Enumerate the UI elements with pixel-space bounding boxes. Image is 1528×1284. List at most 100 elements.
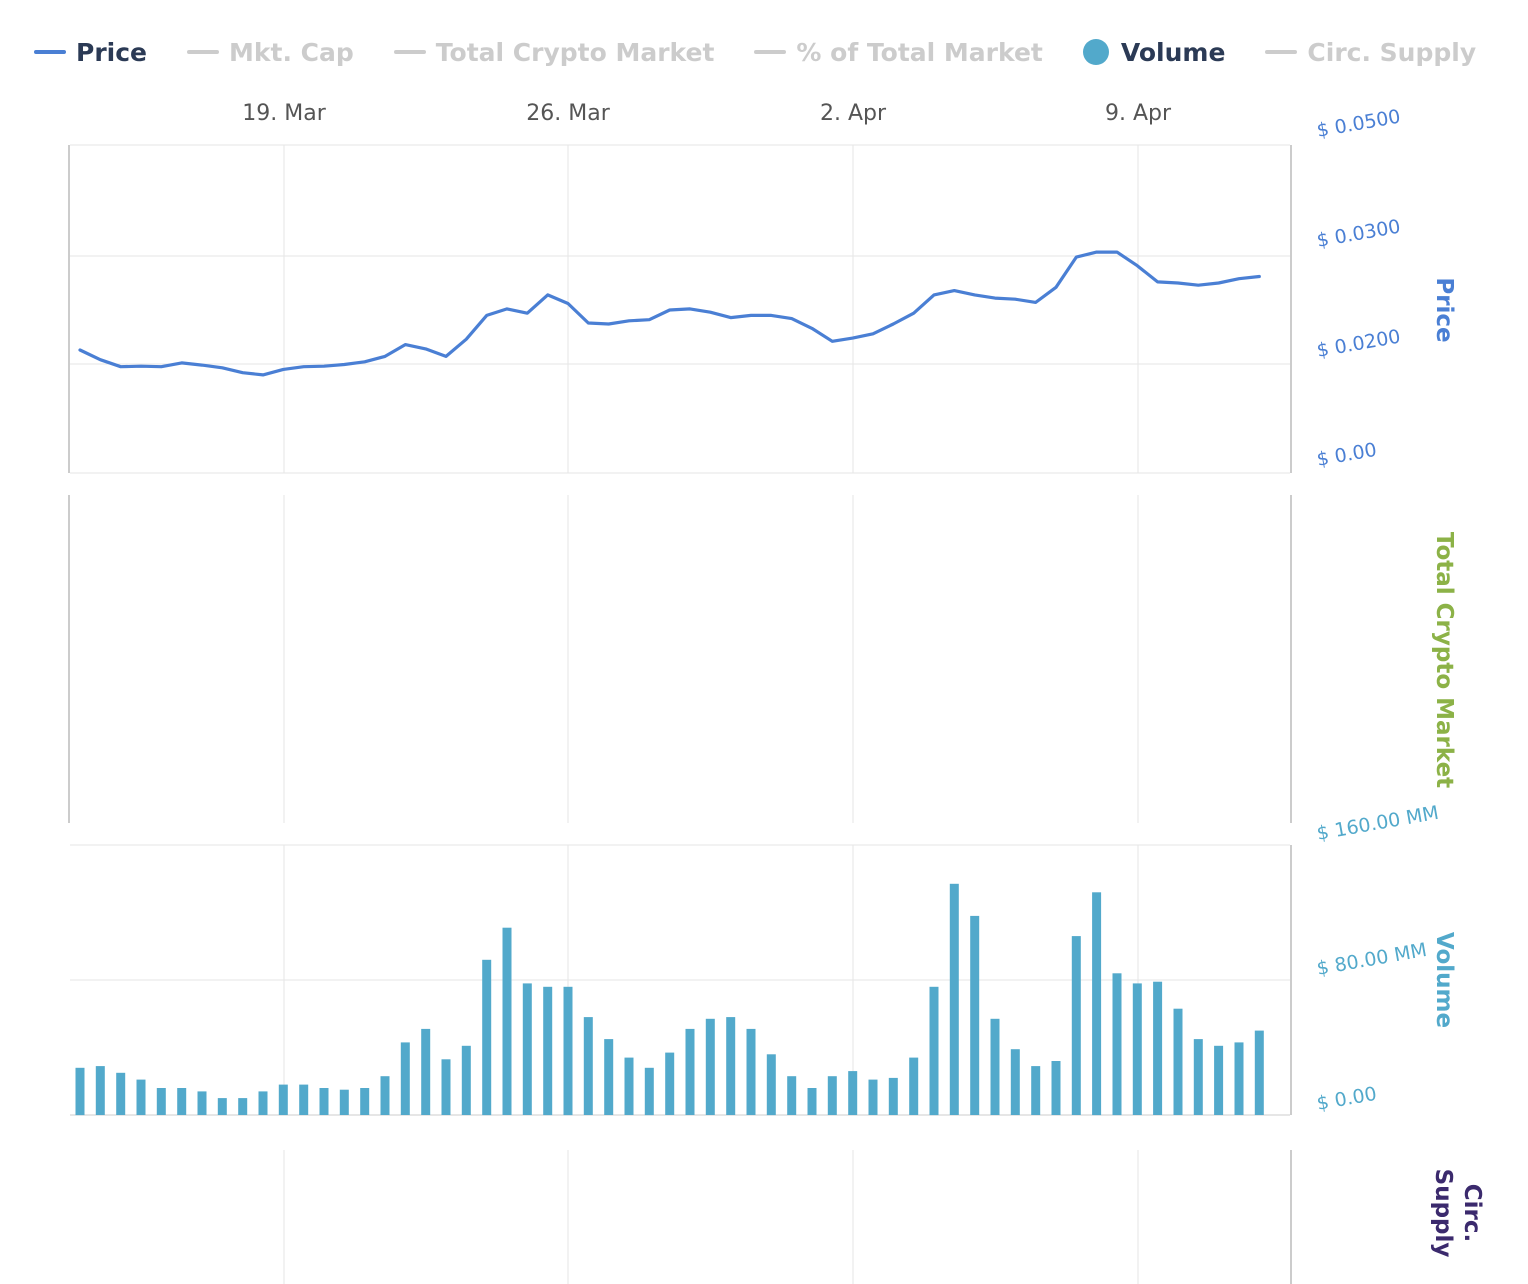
volume-bar [929, 986, 939, 1116]
volume-bar [909, 1057, 919, 1115]
volume-y-tick-label: $ 0.00 [1315, 1083, 1378, 1115]
legend-label: Price [76, 37, 147, 67]
volume-bar [1051, 1061, 1061, 1115]
volume-bar [522, 983, 532, 1115]
volume-bar [339, 1089, 349, 1115]
volume-bar [258, 1091, 268, 1115]
volume-bar [624, 1057, 634, 1115]
legend-line-icon [34, 50, 66, 54]
volume-bar [136, 1079, 146, 1115]
volume-bar [949, 883, 959, 1115]
volume-bar [888, 1077, 898, 1115]
legend-label: % of Total Market [796, 37, 1043, 67]
circ-supply-pane: Circ.Supply [1430, 1169, 1485, 1258]
volume-bar [766, 1054, 776, 1116]
volume-y-tick-label: $ 160.00 MM [1315, 802, 1440, 845]
volume-bar [116, 1072, 126, 1115]
volume-bar [197, 1091, 207, 1115]
legend-label: Total Crypto Market [435, 37, 715, 67]
legend-line-icon [754, 50, 787, 54]
legend-label: Circ. Supply [1307, 37, 1477, 67]
volume-bar [400, 1042, 410, 1115]
volume-bar [217, 1098, 227, 1115]
volume-bar [563, 986, 573, 1116]
volume-axis-title: Volume [1431, 932, 1457, 1028]
legend-item-market-cap[interactable]: Mkt. Cap [187, 38, 354, 67]
volume-bar [1153, 981, 1163, 1115]
price-y-tick-label: $ 0.0200 [1315, 326, 1402, 362]
legend-label: Mkt. Cap [229, 37, 354, 67]
volume-bar [868, 1079, 878, 1115]
volume-bar [360, 1088, 370, 1115]
volume-y-tick-label: $ 80.00 MM [1315, 939, 1428, 980]
volume-bar [705, 1018, 715, 1115]
legend-item-circ-supply[interactable]: Circ. Supply [1265, 38, 1476, 67]
circ-supply-axis-title: Circ. [1459, 1184, 1485, 1242]
legend-line-icon [1265, 50, 1298, 54]
legend-circle-icon [1082, 39, 1109, 65]
volume-bar [1173, 1008, 1183, 1115]
price-pane: $ 0.00 $ 0.0200 $ 0.0300 $ 0.0500 Price [70, 106, 1457, 474]
volume-bar [278, 1084, 288, 1115]
volume-bar [604, 1039, 614, 1115]
price-axis-title: Price [1431, 277, 1457, 342]
volume-bar [787, 1076, 797, 1115]
volume-bar [319, 1088, 329, 1115]
volume-bar [1254, 1030, 1264, 1115]
volume-bar [665, 1052, 675, 1115]
volume-bar [848, 1071, 858, 1115]
price-y-tick-label: $ 0.0300 [1315, 216, 1402, 252]
volume-bar [746, 1028, 756, 1115]
volume-bar [1193, 1039, 1203, 1115]
volume-bar [726, 1017, 736, 1115]
volume-bar [156, 1088, 166, 1115]
x-tick-label: 2. Apr [820, 101, 887, 126]
volume-bar [1112, 973, 1122, 1116]
volume-bar [1234, 1042, 1244, 1115]
volume-bar [1092, 892, 1102, 1116]
volume-bar [970, 915, 980, 1115]
price-y-tick-label: $ 0.0500 [1315, 106, 1402, 142]
legend-line-icon [187, 50, 219, 54]
circ-supply-axis-title: Supply [1430, 1169, 1456, 1258]
volume-pane: $ 0.00 $ 80.00 MM $ 160.00 MM Volume [70, 802, 1457, 1116]
volume-bar [807, 1088, 817, 1115]
x-axis: 19. Mar 26. Mar 2. Apr 9. Apr [242, 101, 1172, 126]
x-tick-label: 26. Mar [526, 101, 610, 126]
volume-bar [177, 1088, 187, 1115]
volume-bar [502, 927, 512, 1115]
legend-item-total-crypto-market[interactable]: Total Crypto Market [393, 37, 715, 67]
volume-bar [1010, 1049, 1020, 1115]
legend-line-icon [393, 50, 426, 54]
price-y-tick-label: $ 0.00 [1315, 439, 1378, 471]
legend-label: Volume [1120, 37, 1226, 67]
volume-bar [644, 1067, 654, 1116]
volume-bar [421, 1028, 431, 1115]
total-crypto-market-pane: Total Crypto Market [1431, 532, 1457, 788]
volume-bar [685, 1028, 695, 1115]
legend-item-percent-total-market[interactable]: % of Total Market [754, 37, 1043, 67]
chart-legend: Price Mkt. Cap Total Crypto Market % of … [34, 30, 1516, 74]
total-crypto-market-axis-title: Total Crypto Market [1431, 532, 1457, 788]
volume-bar [1132, 983, 1142, 1115]
grid-layer [68, 145, 1292, 1284]
volume-bar [482, 959, 492, 1116]
volume-bar [583, 1017, 593, 1115]
volume-bar [238, 1098, 248, 1115]
x-tick-label: 19. Mar [242, 101, 326, 126]
volume-bar [75, 1067, 85, 1116]
volume-bar [1214, 1045, 1224, 1115]
legend-item-volume[interactable]: Volume [1082, 37, 1226, 67]
volume-bar [1031, 1066, 1041, 1115]
volume-bar [543, 986, 553, 1116]
volume-bar [299, 1084, 309, 1115]
x-tick-label: 9. Apr [1105, 101, 1172, 126]
volume-bar [827, 1076, 837, 1115]
volume-bar [990, 1018, 1000, 1115]
price-series-line [78, 250, 1261, 377]
volume-bar [380, 1076, 390, 1115]
legend-item-price[interactable]: Price [34, 38, 147, 67]
volume-bar [1071, 936, 1081, 1115]
volume-bar [95, 1066, 105, 1115]
